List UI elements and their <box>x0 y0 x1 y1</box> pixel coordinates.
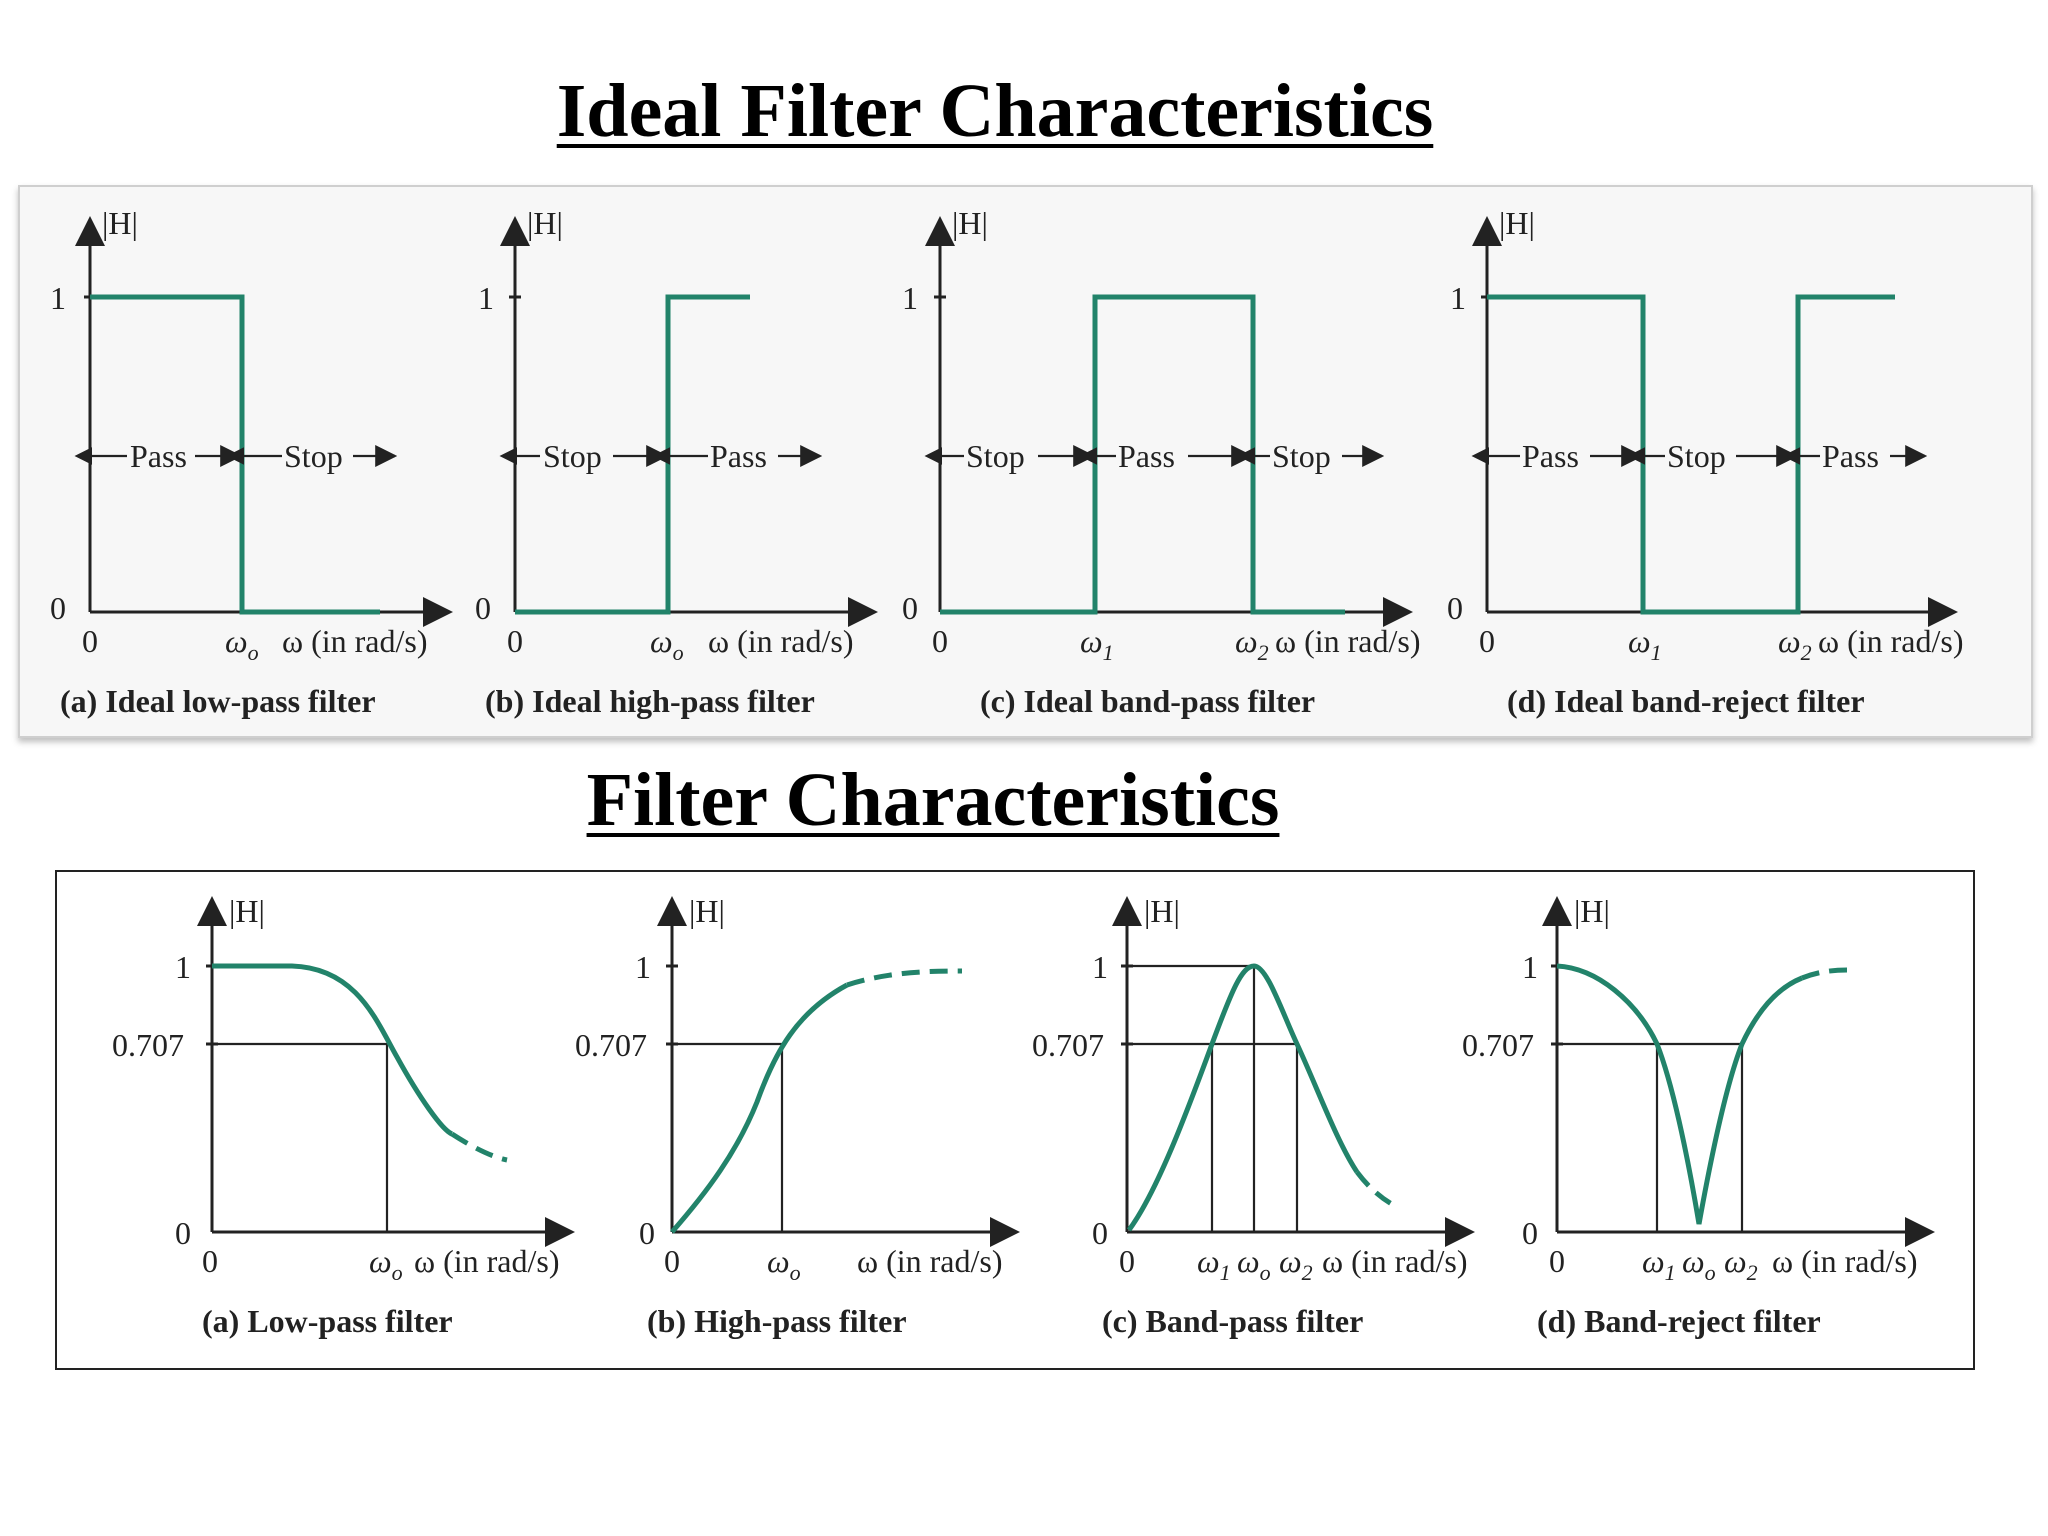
caption: (c) Ideal band-pass filter <box>980 683 1315 719</box>
ylabel: |H| <box>952 205 988 241</box>
y-tick-label-707: 0.707 <box>1462 1027 1534 1063</box>
y-tick-label-1: 1 <box>1522 949 1538 985</box>
x-unit-label: ω (in rad/s) <box>414 1243 559 1279</box>
ylabel: |H| <box>689 893 725 929</box>
x-unit-label: ω (in rad/s) <box>1275 623 1420 659</box>
bandpass: |H| 1 0.707 0 0 ω1 ωo ω2 ω (in rad/s) (c… <box>1032 893 1475 1339</box>
x-label-w0: ωo <box>767 1243 801 1285</box>
y-tick-label-707: 0.707 <box>575 1027 647 1063</box>
ylabel: |H| <box>229 893 265 929</box>
x-tick-label-0: 0 <box>664 1243 680 1279</box>
caption: (a) Ideal low-pass filter <box>60 683 376 719</box>
x-unit-label: ω (in rad/s) <box>282 623 427 659</box>
response-curve <box>1487 294 1895 615</box>
caption: (b) Ideal high-pass filter <box>485 683 815 719</box>
band-label-stop: Stop <box>543 438 602 474</box>
caption: (d) Band-reject filter <box>1537 1303 1821 1339</box>
x-label-w1: ω1 <box>1197 1243 1231 1285</box>
band-label-pass: Pass <box>1522 438 1579 474</box>
y-tick-label-707: 0.707 <box>1032 1027 1104 1063</box>
x-tick-label-0: 0 <box>1549 1243 1565 1279</box>
y-tick-label-0: 0 <box>1092 1215 1108 1251</box>
x-tick-label-0: 0 <box>507 623 523 659</box>
x-label-w2: ω2 <box>1724 1243 1758 1285</box>
response-curve <box>1556 963 1803 1225</box>
y-tick-label-1: 1 <box>175 949 191 985</box>
real-filter-diagrams: |H| 1 0.707 0 0 ωo ω (in rad/s) (a) Low-… <box>112 893 1935 1339</box>
x-label-w2: ω2 <box>1778 623 1812 665</box>
y-tick-label-0: 0 <box>1522 1215 1538 1251</box>
x-label-w0: ωo <box>225 623 259 665</box>
y-tick-label-0: 0 <box>175 1215 191 1251</box>
y-tick-label-1: 1 <box>902 280 918 316</box>
y-tick-label-0: 0 <box>1447 590 1463 626</box>
ylabel: |H| <box>527 205 563 241</box>
x-tick-label-0: 0 <box>932 623 948 659</box>
band-label-pass: Pass <box>1118 438 1175 474</box>
response-curve <box>212 963 454 1137</box>
x-label-w2: ω2 <box>1235 623 1269 665</box>
x-label-w1: ω1 <box>1628 623 1662 665</box>
band-label-pass-2: Pass <box>1822 438 1879 474</box>
x-unit-label: ω (in rad/s) <box>1818 623 1963 659</box>
caption: (d) Ideal band-reject filter <box>1507 683 1865 719</box>
x-label-w0: ωo <box>1682 1243 1716 1285</box>
y-tick-label-1: 1 <box>635 949 651 985</box>
band-label-stop: Stop <box>1667 438 1726 474</box>
x-label-w1: ω1 <box>1080 623 1114 665</box>
y-tick-label-1: 1 <box>1450 280 1466 316</box>
x-label-w0: ωo <box>369 1243 403 1285</box>
ideal-highpass: |H| 1 0 0 ωo ω (in rad/s) Stop Pass (b) … <box>475 205 878 719</box>
x-tick-label-0: 0 <box>82 623 98 659</box>
ideal-title: Ideal Filter Characteristics <box>556 69 1434 153</box>
ylabel: |H| <box>102 205 138 241</box>
x-tick-label-0: 0 <box>202 1243 218 1279</box>
y-tick-label-1: 1 <box>50 280 66 316</box>
bandreject: |H| 1 0.707 0 0 ω1 ωo ω2 ω (in rad/s) (d… <box>1462 893 1935 1339</box>
y-tick-label-1: 1 <box>478 280 494 316</box>
highpass: |H| 1 0.707 0 0 ωo ω (in rad/s) (b) High… <box>575 893 1020 1339</box>
ylabel: |H| <box>1144 893 1180 929</box>
band-label-stop-2: Stop <box>1272 438 1331 474</box>
y-tick-label-0: 0 <box>902 590 918 626</box>
ideal-filter-panel: |H| 1 0 0 ωo ω (in rad/s) Pass Stop (a) … <box>18 185 2033 738</box>
x-tick-label-0: 0 <box>1119 1243 1135 1279</box>
caption: (b) High-pass filter <box>647 1303 907 1339</box>
response-curve <box>1126 963 1360 1232</box>
lowpass: |H| 1 0.707 0 0 ωo ω (in rad/s) (a) Low-… <box>112 893 575 1339</box>
real-filter-panel: |H| 1 0.707 0 0 ωo ω (in rad/s) (a) Low-… <box>55 870 1975 1370</box>
x-label-w0: ωo <box>650 623 684 665</box>
ideal-bandpass: |H| 1 0 0 ω1 ω2 ω (in rad/s) Stop Pass S… <box>902 205 1420 719</box>
x-label-w0: ωo <box>1237 1243 1271 1285</box>
response-curve <box>670 982 849 1234</box>
y-tick-label-0: 0 <box>475 590 491 626</box>
caption: (a) Low-pass filter <box>202 1303 453 1339</box>
ideal-bandreject: |H| 1 0 0 ω1 ω2 ω (in rad/s) Pass Stop P… <box>1447 205 1963 719</box>
caption: (c) Band-pass filter <box>1102 1303 1363 1339</box>
x-label-w1: ω1 <box>1642 1243 1676 1285</box>
x-unit-label: ω (in rad/s) <box>1772 1243 1917 1279</box>
ylabel: |H| <box>1574 893 1610 929</box>
real-title: Filter Characteristics <box>586 758 1280 842</box>
y-tick-label-1: 1 <box>1092 949 1108 985</box>
x-unit-label: ω (in rad/s) <box>708 623 853 659</box>
response-curve <box>940 294 1345 615</box>
y-tick-label-707: 0.707 <box>112 1027 184 1063</box>
y-tick-label-0: 0 <box>639 1215 655 1251</box>
band-label-stop: Stop <box>966 438 1025 474</box>
band-label-stop: Stop <box>284 438 343 474</box>
x-tick-label-0: 0 <box>1479 623 1495 659</box>
x-unit-label: ω (in rad/s) <box>857 1243 1002 1279</box>
ideal-lowpass: |H| 1 0 0 ωo ω (in rad/s) Pass Stop (a) … <box>50 205 453 719</box>
band-label-pass: Pass <box>710 438 767 474</box>
y-tick-label-0: 0 <box>50 590 66 626</box>
band-label-pass: Pass <box>130 438 187 474</box>
ideal-filter-diagrams: |H| 1 0 0 ωo ω (in rad/s) Pass Stop (a) … <box>50 205 1963 719</box>
ylabel: |H| <box>1499 205 1535 241</box>
x-unit-label: ω (in rad/s) <box>1322 1243 1467 1279</box>
x-label-w2: ω2 <box>1279 1243 1313 1285</box>
